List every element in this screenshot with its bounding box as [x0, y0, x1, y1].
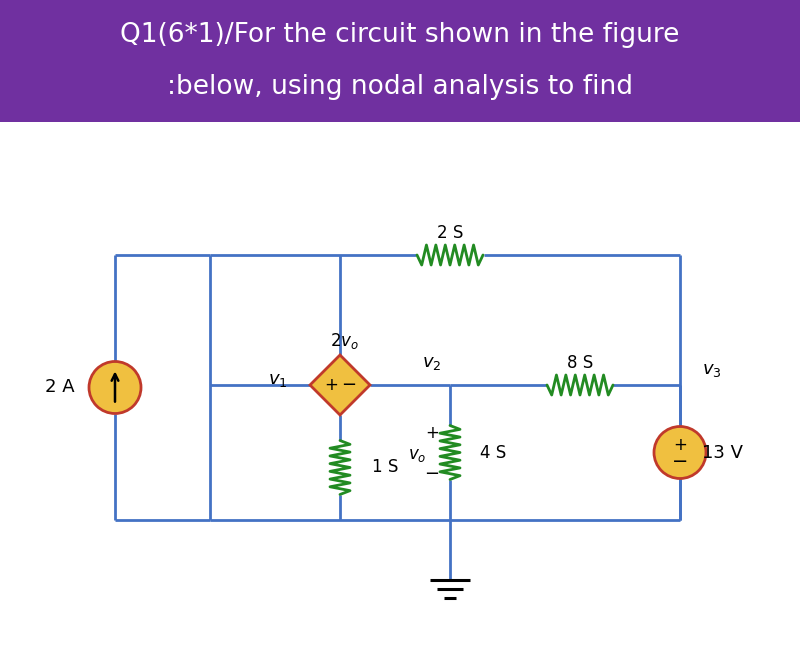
Text: 2 S: 2 S — [437, 224, 463, 242]
Text: 8 S: 8 S — [567, 354, 593, 372]
Polygon shape — [310, 355, 370, 415]
Text: −: − — [342, 376, 357, 394]
Text: −: − — [425, 466, 439, 484]
Text: $v_o$: $v_o$ — [408, 446, 426, 464]
Text: $v_2$: $v_2$ — [422, 354, 442, 372]
Text: 2 A: 2 A — [46, 379, 75, 397]
Text: 1 S: 1 S — [372, 458, 398, 476]
Text: $2v_o$: $2v_o$ — [330, 331, 358, 351]
Circle shape — [654, 427, 706, 478]
Text: :below, using nodal analysis to find: :below, using nodal analysis to find — [167, 74, 633, 100]
Text: $v_3$: $v_3$ — [702, 361, 722, 379]
FancyBboxPatch shape — [0, 0, 800, 122]
Text: +: + — [425, 423, 439, 442]
Text: $v_1$: $v_1$ — [268, 371, 288, 389]
Circle shape — [89, 362, 141, 413]
Text: +: + — [673, 436, 687, 454]
Text: Q1(6*1)/For the circuit shown in the figure: Q1(6*1)/For the circuit shown in the fig… — [120, 22, 680, 48]
Text: 4 S: 4 S — [480, 444, 506, 462]
Text: 13 V: 13 V — [702, 444, 742, 462]
Text: −: − — [672, 452, 688, 471]
Text: +: + — [324, 376, 338, 394]
